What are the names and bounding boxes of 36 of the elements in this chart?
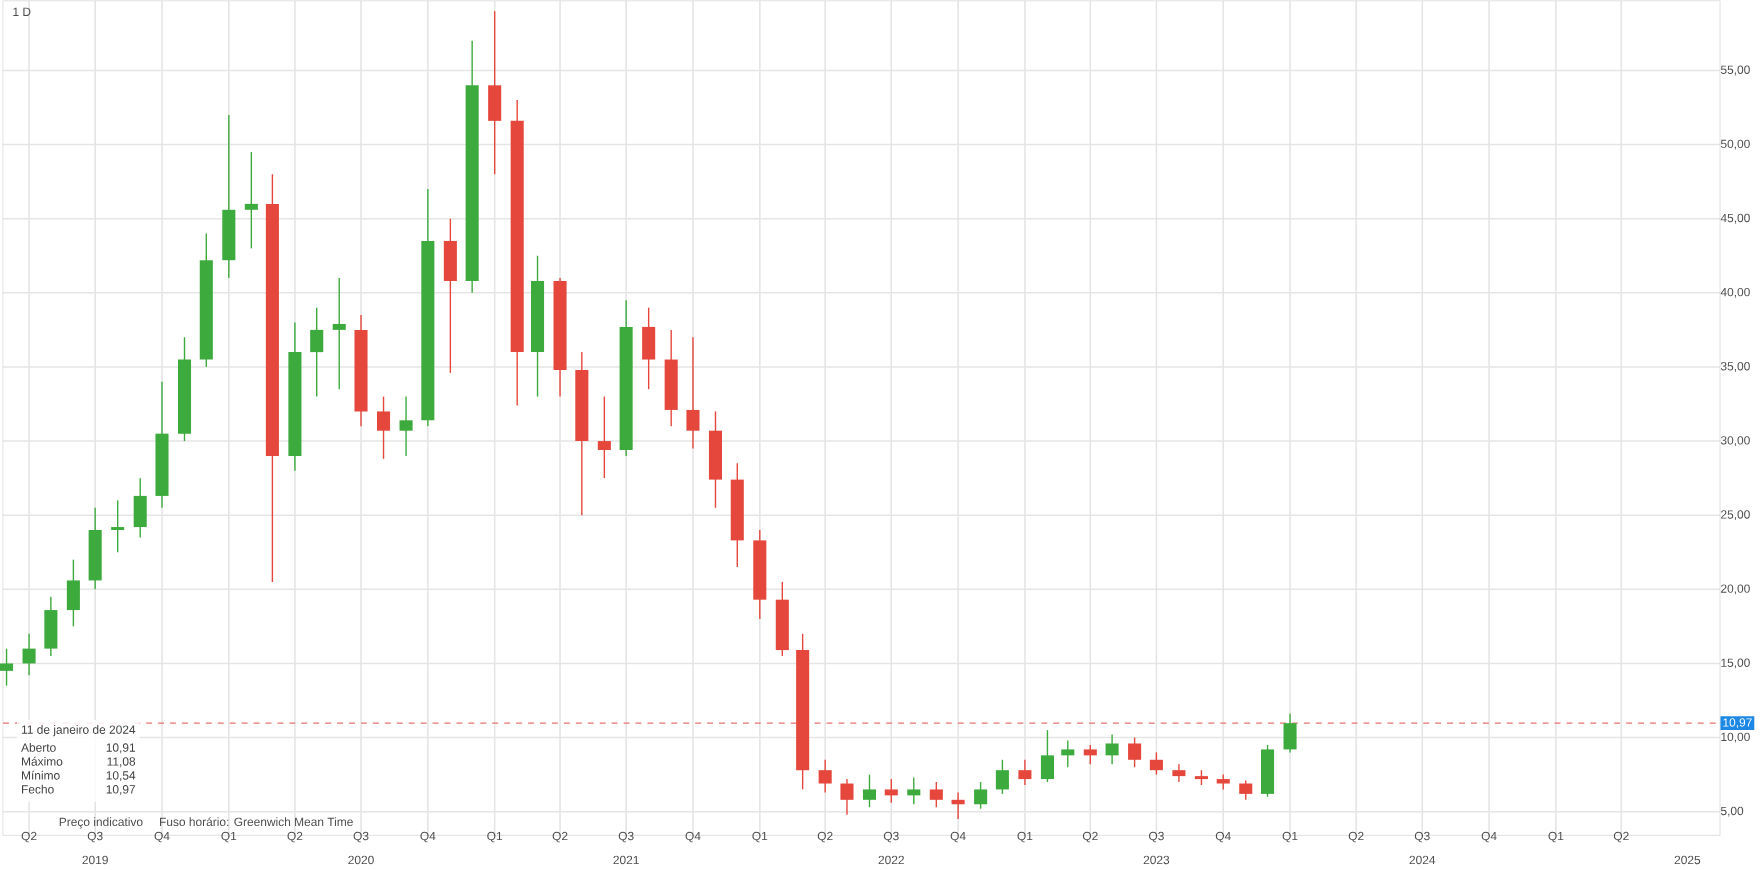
candlestick [332,277,346,391]
candlestick [0,648,14,687]
candlestick [951,792,965,821]
candlestick [244,151,258,250]
candlestick [818,759,832,794]
candlestick [443,218,457,374]
candlestick [686,336,700,450]
candlestick [1239,780,1253,801]
candlestick [1083,744,1097,766]
candlestick [377,396,391,460]
candlestick [22,633,36,677]
candlestick [884,778,898,804]
candlestick [862,774,877,809]
candlestick [1283,713,1297,754]
candlestick [1172,763,1186,784]
candlestick [133,477,147,539]
candlestick [1261,744,1275,798]
candlestick [1128,737,1142,769]
candlestick [66,559,80,628]
candlestick [929,781,943,809]
candlestick [310,307,324,398]
candlestick [111,499,125,554]
candlestick [995,759,1009,795]
candlestick [488,10,502,176]
candlestick [1018,759,1032,787]
candlestick [1105,734,1119,766]
candlestick [974,781,988,810]
candlestick [399,396,413,457]
candlestick [840,778,854,816]
candlestick [642,307,656,391]
candlestick [1061,740,1075,769]
candlestick [1040,729,1054,784]
candlestick [597,396,611,480]
candlestick [44,596,58,658]
candlestick [907,777,921,806]
candlestick [1149,751,1163,776]
